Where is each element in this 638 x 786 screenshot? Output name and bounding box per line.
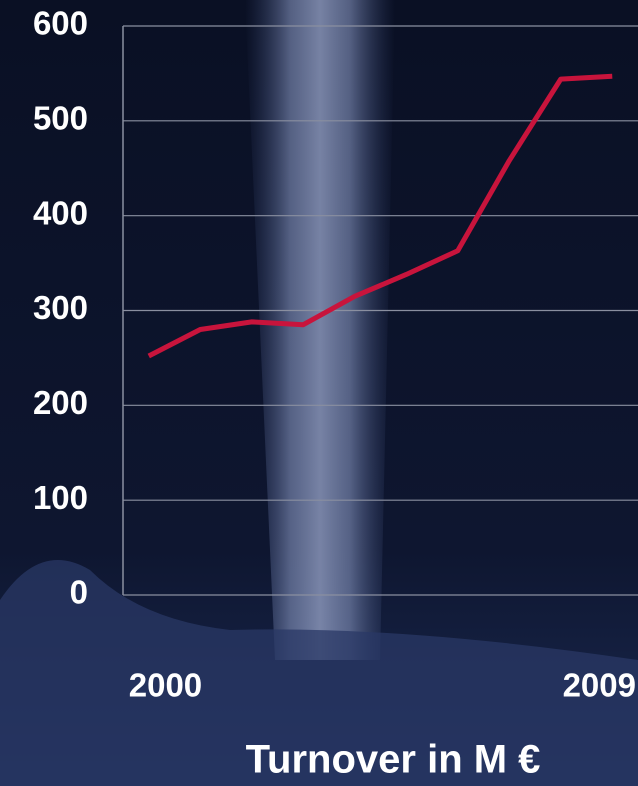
- x-tick-label: 2009: [563, 667, 636, 704]
- hand-shape: [0, 560, 638, 786]
- data-line: [147, 73, 613, 359]
- y-tick-label: 0: [70, 574, 88, 611]
- y-tick-label: 200: [33, 384, 88, 421]
- y-tick-label: 100: [33, 479, 88, 516]
- y-tick-label: 300: [33, 289, 88, 326]
- chart-title: Turnover in M €: [246, 738, 541, 782]
- y-tick-label: 500: [33, 100, 88, 137]
- sand-stream: [245, 0, 395, 660]
- x-tick-label: 2000: [129, 667, 202, 704]
- y-tick-label: 400: [33, 194, 88, 231]
- y-tick-label: 600: [33, 5, 88, 42]
